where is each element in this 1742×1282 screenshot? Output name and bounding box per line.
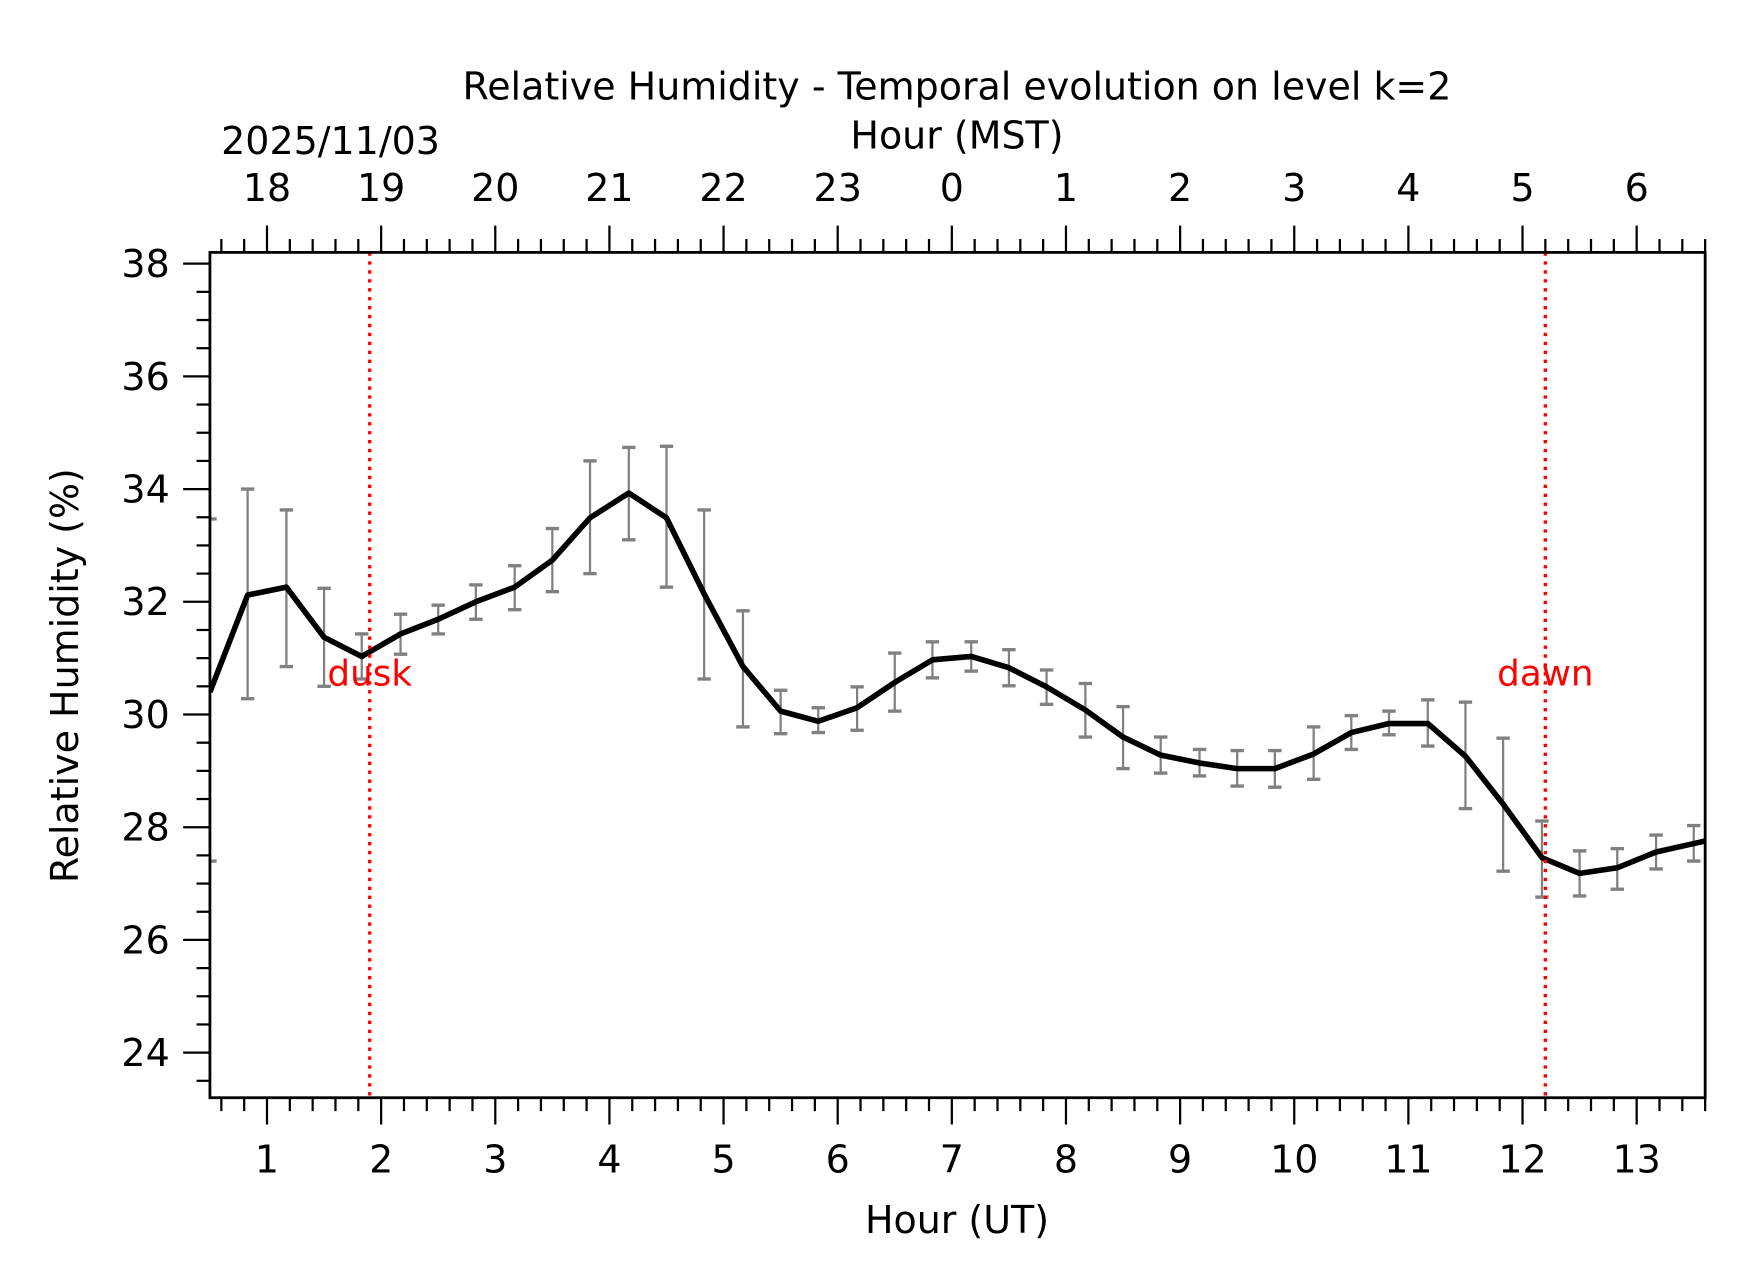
y-tick-label: 28 <box>121 806 169 850</box>
y-tick-label: 24 <box>121 1031 169 1075</box>
y-axis-label: Relative Humidity (%) <box>43 468 87 883</box>
plot-frame <box>208 251 1707 1100</box>
x2-axis-label: Hour (MST) <box>850 114 1063 158</box>
x-tick-label: 7 <box>940 1138 964 1182</box>
x-tick-label: 2 <box>369 1138 393 1182</box>
x2-tick-label: 5 <box>1510 166 1534 210</box>
x2-tick-label: 4 <box>1396 166 1420 210</box>
chart-title: Relative Humidity - Temporal evolution o… <box>463 64 1452 108</box>
x-tick-label: 1 <box>255 1138 279 1182</box>
x2-tick-label: 19 <box>357 166 405 210</box>
y-tick-label: 34 <box>121 467 169 511</box>
x2-tick-label: 6 <box>1625 166 1649 210</box>
y-tick-label: 26 <box>121 918 169 962</box>
y-tick-label: 32 <box>121 580 169 624</box>
x-tick-label: 9 <box>1168 1138 1192 1182</box>
y-tick-label: 30 <box>121 693 169 737</box>
x2-tick-label: 3 <box>1282 166 1306 210</box>
date-label: 2025/11/03 <box>221 119 440 163</box>
x-tick-label: 12 <box>1498 1138 1546 1182</box>
x2-tick-label: 18 <box>243 166 291 210</box>
series-line <box>209 490 1706 877</box>
y-tick-label: 38 <box>121 242 169 286</box>
y-tick-label: 36 <box>121 355 169 399</box>
x-tick-label: 10 <box>1270 1138 1318 1182</box>
x2-tick-label: 23 <box>814 166 862 210</box>
x-tick-label: 3 <box>483 1138 507 1182</box>
x-axis-label: Hour (UT) <box>865 1198 1049 1242</box>
x2-tick-label: 2 <box>1168 166 1192 210</box>
x2-tick-label: 0 <box>940 166 964 210</box>
x-tick-label: 8 <box>1054 1138 1078 1182</box>
x2-tick-label: 1 <box>1054 166 1078 210</box>
dawn-label: dawn <box>1497 654 1593 695</box>
dusk-label: dusk <box>327 654 412 695</box>
x2-tick-label: 21 <box>585 166 633 210</box>
x2-tick-label: 22 <box>699 166 747 210</box>
x-tick-label: 13 <box>1613 1138 1661 1182</box>
x-tick-label: 5 <box>711 1138 735 1182</box>
x2-tick-label: 20 <box>471 166 519 210</box>
x-tick-label: 4 <box>597 1138 621 1182</box>
x-tick-label: 11 <box>1384 1138 1432 1182</box>
x-tick-label: 6 <box>826 1138 850 1182</box>
